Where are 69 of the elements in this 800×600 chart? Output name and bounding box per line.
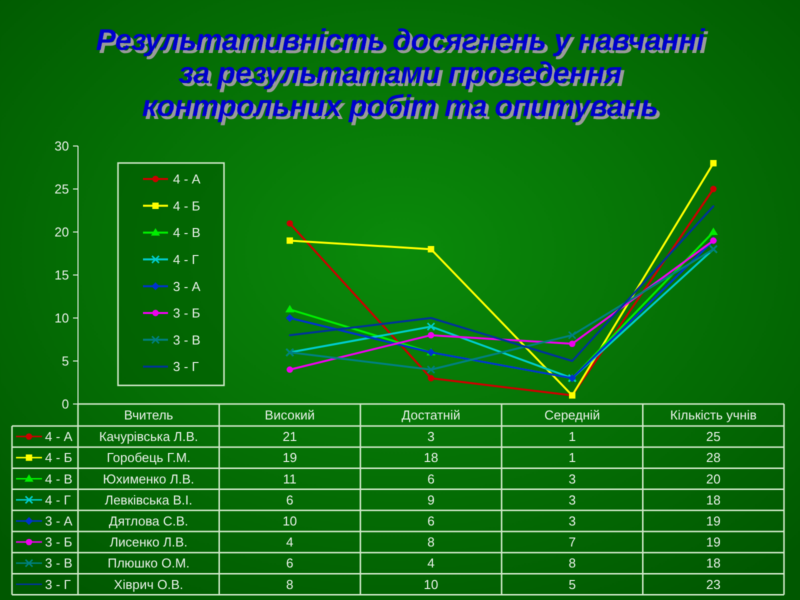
- data-label: 3: [568, 492, 576, 508]
- y-tick-label: 20: [54, 224, 69, 240]
- data-label: 4: [286, 534, 294, 550]
- data-label: 6: [286, 492, 294, 508]
- data-label: 4: [427, 556, 435, 571]
- data-label: 3: [568, 514, 576, 528]
- text: Юхименко Л.В.: [102, 471, 194, 486]
- y-tick-label: 5: [62, 354, 69, 369]
- text: 4 - В: [45, 471, 72, 486]
- y-tick-label: 0: [62, 396, 69, 412]
- text: 3 - В: [45, 556, 72, 571]
- data-label: 1: [568, 450, 576, 466]
- data-label: 10: [282, 514, 298, 528]
- x-tick-label: Середній: [544, 408, 600, 423]
- text: 4 - А: [45, 429, 72, 444]
- data-label: 21: [282, 429, 298, 444]
- data-label: 6: [427, 514, 435, 528]
- data-label: 3: [568, 471, 576, 486]
- y-tick-label: 30: [54, 138, 69, 154]
- data-label: 1: [568, 429, 576, 444]
- data-label: 6: [427, 471, 435, 486]
- data-label: 3: [427, 429, 435, 444]
- legend-label: 3 - Б: [173, 306, 200, 321]
- legend-label: 4 - Г: [173, 252, 199, 267]
- text: Качурівська Л.В.: [99, 429, 198, 444]
- text: Хіврич О.В.: [114, 576, 184, 592]
- data-label: 20: [706, 471, 721, 486]
- text: 3 - А: [45, 514, 72, 528]
- data-label: 8: [427, 534, 435, 550]
- x-tick-label: Вчитель: [124, 408, 174, 423]
- data-label: 19: [706, 534, 721, 550]
- data-label: 18: [424, 450, 438, 466]
- data-label: 25: [706, 429, 721, 444]
- y-tick-label: 15: [54, 268, 69, 283]
- legend-label: 4 - В: [173, 225, 200, 240]
- legend-label: 4 - Б: [173, 198, 200, 214]
- data-label: 19: [706, 514, 721, 528]
- x-tick-label: Достатній: [402, 408, 460, 423]
- legend-label: 3 - Г: [173, 359, 199, 374]
- legend-label: 3 - В: [173, 332, 200, 348]
- y-tick-label: 25: [54, 182, 69, 197]
- text: Левківська В.І.: [104, 492, 192, 508]
- text: Плюшко О.М.: [108, 556, 190, 571]
- data-label: 9: [427, 492, 435, 508]
- text: 3 - Г: [45, 576, 71, 592]
- data-label: 11: [283, 471, 297, 486]
- data-label: 19: [282, 450, 298, 466]
- y-tick-label: 10: [54, 310, 69, 326]
- x-tick-label: Кількість учнів: [670, 408, 757, 423]
- data-label: 5: [568, 576, 576, 592]
- data-label: 8: [286, 576, 294, 592]
- legend-label: 3 - А: [173, 278, 201, 294]
- text: Горобець Г.М.: [106, 450, 190, 466]
- text: Дятлова С.В.: [108, 514, 188, 528]
- data-label: 6: [286, 556, 294, 571]
- data-label: 10: [424, 576, 438, 592]
- text: 4 - Г: [45, 492, 71, 508]
- text: Лисенко Л.В.: [110, 534, 188, 550]
- x-tick-label: Високий: [264, 408, 315, 423]
- data-label: 28: [706, 450, 721, 466]
- text: 3 - Б: [45, 534, 72, 550]
- data-label: 7: [568, 534, 576, 550]
- data-label: 23: [706, 576, 721, 592]
- data-label: 18: [706, 492, 721, 508]
- data-label: 8: [568, 556, 576, 571]
- data-label: 18: [706, 556, 721, 571]
- chart-title: Результативність досягнень у навчанні за результатами проведення контрольних робіт та опитувань: [96, 24, 706, 123]
- text: 4 - Б: [45, 450, 72, 466]
- legend-label: 4 - А: [173, 172, 201, 187]
